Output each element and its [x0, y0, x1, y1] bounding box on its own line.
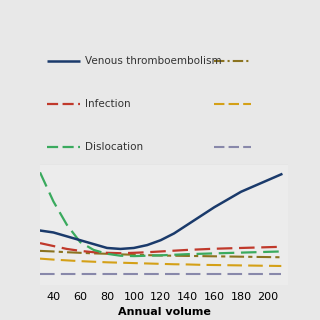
X-axis label: Annual volume: Annual volume: [117, 307, 211, 316]
Text: Dislocation: Dislocation: [84, 142, 143, 152]
Text: Venous thromboembolism: Venous thromboembolism: [84, 56, 221, 66]
Text: Infection: Infection: [84, 99, 130, 109]
